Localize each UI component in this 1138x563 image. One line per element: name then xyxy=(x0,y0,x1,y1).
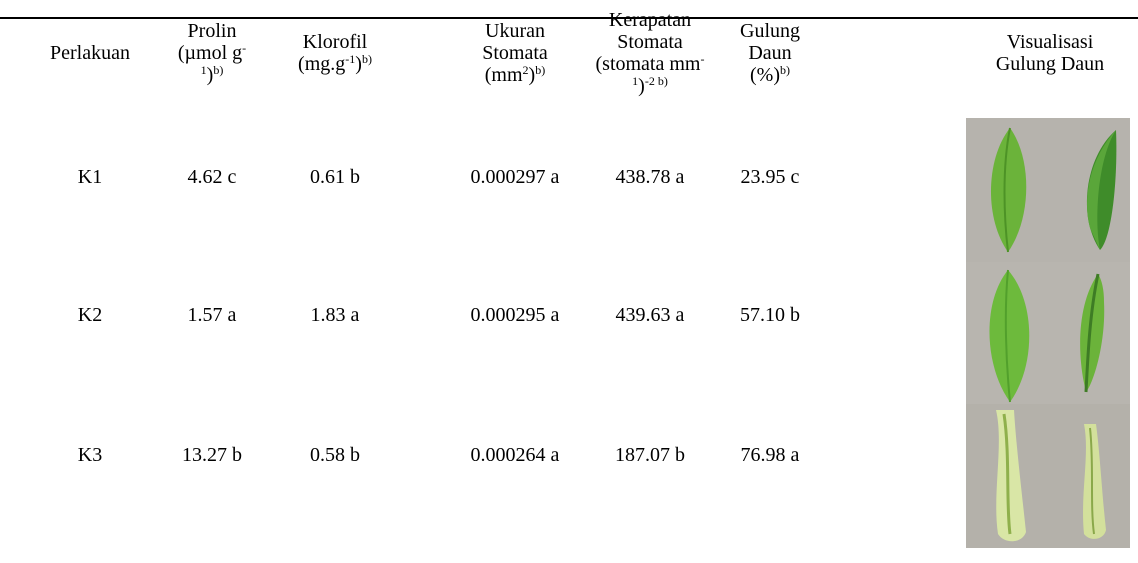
header-cell: Klorofil (mg.g-1)b) xyxy=(275,18,395,88)
header-text: Visualisasi Gulung Daun xyxy=(980,31,1120,75)
header-cell: Perlakuan xyxy=(20,18,160,88)
header-text: Klorofil (mg.g-1)b) xyxy=(275,31,395,75)
superscript: -2 b) xyxy=(645,74,668,88)
header-text-part: Perlakuan xyxy=(50,42,130,64)
table-cell: 0.61 b xyxy=(255,165,415,189)
header-text-part: ) xyxy=(355,53,362,75)
table-cell: 0.58 b xyxy=(255,443,415,467)
header-text-part: Visualisasi Gulung Daun xyxy=(996,31,1104,75)
header-cell: Ukuran Stomata (mm2)b) xyxy=(460,18,570,88)
header-cell: Kerapatan Stomata (stomata mm-1)-2 b) xyxy=(590,18,710,88)
header-text-part: Gulung Daun (%) xyxy=(740,20,800,86)
leaf-image xyxy=(966,404,1130,548)
header-text-part: Prolin (µmol g xyxy=(178,20,242,64)
header-text: Gulung Daun (%)b) xyxy=(735,20,805,86)
header-text: Kerapatan Stomata (stomata mm-1)-2 b) xyxy=(590,9,710,97)
header-text-part: Kerapatan Stomata (stomata mm xyxy=(596,9,701,75)
table-cell: 76.98 a xyxy=(690,443,850,467)
table-cell: 23.95 c xyxy=(690,165,850,189)
table-cell: 1.83 a xyxy=(255,303,415,327)
header-cell: Gulung Daun (%)b) xyxy=(735,18,805,88)
document: PerlakuanProlin (µmol g-1)b)Klorofil (mg… xyxy=(0,0,1138,563)
header-text-part: ) xyxy=(638,75,645,97)
header-cell: Prolin (µmol g-1)b) xyxy=(177,18,247,88)
header-text: Prolin (µmol g-1)b) xyxy=(177,20,247,86)
superscript: b) xyxy=(780,63,790,77)
superscript: -1 xyxy=(345,52,355,66)
superscript: b) xyxy=(535,63,545,77)
header-cell: Visualisasi Gulung Daun xyxy=(980,18,1120,88)
superscript: b) xyxy=(362,52,372,66)
header-text: Ukuran Stomata (mm2)b) xyxy=(460,20,570,86)
leaf-image xyxy=(966,262,1130,406)
table-cell: 57.10 b xyxy=(690,303,850,327)
leaf-image xyxy=(966,118,1130,262)
superscript: b) xyxy=(213,63,223,77)
header-text: Perlakuan xyxy=(50,42,130,64)
